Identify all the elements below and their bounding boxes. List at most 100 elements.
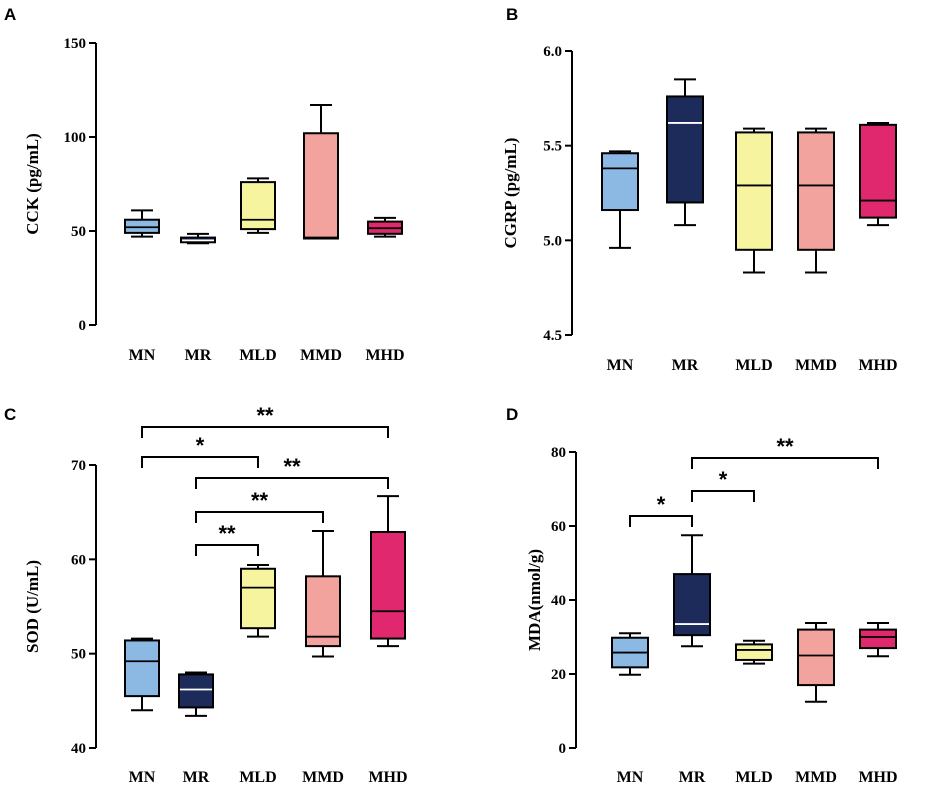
x-tick-label: MN [607, 357, 634, 374]
panel-a: A 0 50 100 150 CCK (pg/mL) MN MR MLD MMD MHD [4, 5, 405, 364]
box-body [735, 131, 773, 251]
box-mld [735, 639, 773, 665]
x-tick-label: MHD [858, 357, 897, 374]
box-mn [611, 632, 649, 676]
x-tick-label: MR [679, 769, 706, 786]
x-tick-label: MN [129, 347, 156, 364]
box-body [303, 132, 339, 240]
bracket-line [141, 426, 389, 438]
y-tick-label: 100 [64, 130, 87, 146]
x-tick-label: MMD [300, 347, 342, 364]
box-mhd [370, 495, 406, 648]
x-tick-label: MLD [735, 769, 772, 786]
y-tick-label: 150 [64, 36, 87, 52]
x-tick-label: MR [185, 347, 212, 364]
panel-letter: D [506, 405, 518, 424]
x-tick-label: MHD [368, 769, 407, 786]
significance-label: ** [776, 434, 794, 459]
y-tick-label: 40 [551, 593, 566, 609]
box-mr [673, 534, 711, 648]
x-tick-label: MLD [239, 347, 276, 364]
y-axis-label: CGRP (pg/mL) [501, 138, 520, 249]
significance-bracket: ** [141, 403, 389, 438]
y-tick-label: 50 [71, 647, 86, 663]
significance-bracket: ** [691, 434, 879, 469]
y-tick-label: 5.5 [543, 139, 562, 155]
y-tick-label: 20 [551, 667, 566, 683]
significance-bracket: ** [195, 454, 389, 489]
significance-label: ** [256, 403, 274, 428]
x-tick-label: MMD [795, 357, 837, 374]
box-mld [735, 127, 773, 274]
x-tick-label: MR [183, 769, 210, 786]
bracket-line [141, 456, 259, 468]
x-tick-label: MLD [239, 769, 276, 786]
significance-bracket: ** [195, 521, 259, 556]
significance-bracket: * [691, 467, 755, 502]
y-tick-label: 40 [71, 741, 86, 757]
y-tick-label: 4.5 [543, 328, 562, 344]
bracket-line [629, 515, 693, 527]
x-tick-label: MLD [735, 357, 772, 374]
box-body [797, 628, 835, 687]
y-tick-label: 60 [71, 552, 86, 568]
panel-b: B 4.5 5.0 5.5 6.0 CGRP (pg/mL) MN MR MLD MMD MHD [501, 5, 898, 374]
x-tick-label: MHD [365, 347, 404, 364]
x-tick-label: MHD [858, 769, 897, 786]
y-tick-label: 5.0 [543, 233, 562, 249]
x-tick-label: MMD [302, 769, 344, 786]
y-tick-label: 60 [551, 519, 566, 535]
box-mn [124, 209, 160, 238]
y-axis-label: SOD (U/mL) [23, 560, 42, 653]
y-tick-label: 70 [71, 458, 86, 474]
box-body [859, 628, 897, 650]
box-body [673, 573, 711, 637]
box-mmd [797, 127, 835, 274]
box-mn [124, 637, 160, 712]
significance-label: ** [283, 454, 301, 479]
panel-letter: A [4, 5, 16, 24]
box-mn [601, 150, 639, 249]
bracket-line [691, 490, 755, 502]
box-body [666, 95, 704, 204]
significance-label: ** [218, 521, 236, 546]
significance-label: * [719, 467, 728, 492]
y-tick-label: 6.0 [543, 44, 562, 60]
box-body [240, 567, 276, 630]
box-mhd [367, 216, 403, 238]
box-body [124, 218, 160, 234]
significance-bracket: * [141, 433, 259, 468]
panel-letter: B [506, 5, 518, 24]
significance-bracket: ** [195, 488, 324, 523]
significance-label: * [657, 492, 666, 517]
box-body [124, 639, 160, 698]
bracket-line [691, 457, 879, 469]
x-tick-label: MR [672, 357, 699, 374]
y-axis-label: MDA(nmol/g) [525, 549, 544, 651]
y-tick-label: 80 [551, 445, 566, 461]
y-axis-label: CCK (pg/mL) [23, 133, 42, 235]
x-tick-label: MMD [795, 769, 837, 786]
box-body [240, 181, 276, 231]
y-tick-label: 0 [559, 741, 567, 757]
significance-label: * [196, 433, 205, 458]
significance-label: ** [251, 488, 269, 513]
box-mmd [303, 104, 339, 240]
box-mr [666, 78, 704, 227]
bracket-line [195, 477, 389, 489]
bracket-line [195, 511, 324, 523]
panel-letter: C [4, 405, 16, 424]
box-mhd [859, 621, 897, 658]
box-body [859, 123, 897, 219]
box-mhd [859, 121, 897, 227]
box-mld [240, 177, 276, 234]
box-body [601, 152, 639, 212]
y-tick-label: 50 [71, 224, 86, 240]
box-mr [180, 232, 216, 245]
box-body [178, 673, 214, 709]
box-body [305, 575, 341, 648]
box-mld [240, 563, 276, 638]
box-body [797, 131, 835, 251]
